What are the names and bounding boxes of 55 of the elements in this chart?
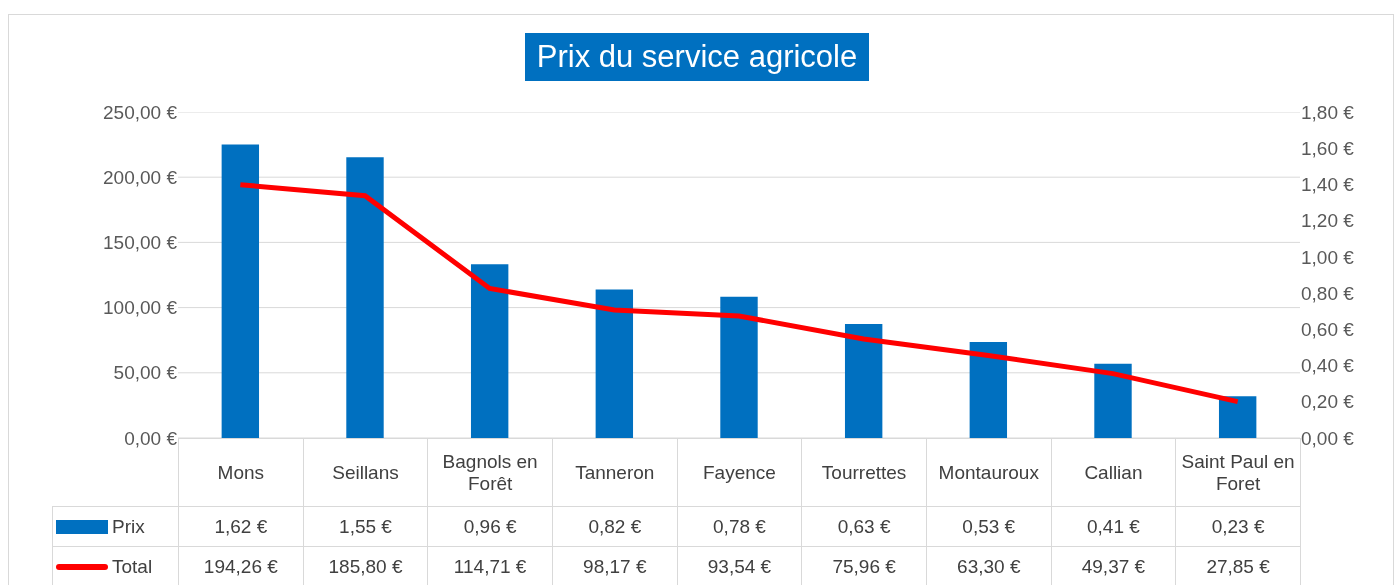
data-label: 1,55 € <box>303 506 428 547</box>
data-label: 0,41 € <box>1051 506 1176 547</box>
y2-tick-label: 0,20 € <box>1301 391 1355 413</box>
data-label: 0,96 € <box>427 506 553 547</box>
data-label: 185,80 € <box>303 546 428 585</box>
data-label: 1,62 € <box>178 506 304 547</box>
data-label: 93,54 € <box>677 546 802 585</box>
data-label: 0,23 € <box>1175 506 1301 547</box>
data-label: 27,85 € <box>1175 546 1301 585</box>
x-tick-label: Montauroux <box>926 438 1052 507</box>
x-tick-label: Fayence <box>677 438 802 507</box>
data-label: 0,63 € <box>801 506 927 547</box>
bar <box>969 342 1008 438</box>
data-label: 63,30 € <box>926 546 1052 585</box>
y2-tick-label: 1,00 € <box>1301 246 1355 268</box>
legend-label: Total <box>52 546 179 585</box>
data-label: 0,78 € <box>677 506 802 547</box>
x-tick-label: Mons <box>178 438 304 507</box>
y2-tick-label: 1,60 € <box>1301 137 1355 159</box>
chart-title: Prix du service agricole <box>524 33 870 81</box>
data-label: 0,53 € <box>926 506 1052 547</box>
x-tick-label: Saint Paul en Foret <box>1175 438 1301 507</box>
data-label: 49,37 € <box>1051 546 1176 585</box>
data-label: 75,96 € <box>801 546 927 585</box>
y2-tick-label: 0,00 € <box>1301 427 1355 449</box>
data-label: 98,17 € <box>552 546 678 585</box>
y-tick-label: 200,00 € <box>103 166 178 188</box>
y2-tick-label: 0,60 € <box>1301 318 1355 340</box>
y-tick-label: 100,00 € <box>103 297 178 319</box>
y2-tick-label: 0,80 € <box>1301 282 1355 304</box>
y-tick-label: 150,00 € <box>103 232 178 254</box>
y2-tick-label: 0,40 € <box>1301 355 1355 377</box>
bar <box>595 289 634 438</box>
bar <box>1094 363 1132 438</box>
data-label: 194,26 € <box>178 546 304 585</box>
bar <box>346 157 384 438</box>
y2-tick-label: 1,80 € <box>1301 101 1355 123</box>
y2-tick-label: 1,40 € <box>1301 174 1355 196</box>
x-tick-label: Seillans <box>303 438 428 507</box>
y-tick-label: 0,00 € <box>124 427 178 449</box>
bar <box>221 144 260 438</box>
bar <box>1218 396 1257 438</box>
bar <box>720 296 758 438</box>
y2-tick-label: 1,20 € <box>1301 210 1355 232</box>
x-tick-label: Bagnols en Forêt <box>427 438 553 507</box>
y-tick-label: 250,00 € <box>103 101 178 123</box>
x-tick-label: Tanneron <box>552 438 678 507</box>
legend-label: Prix <box>52 506 179 547</box>
x-tick-label: Callian <box>1051 438 1176 507</box>
data-label: 0,82 € <box>552 506 678 547</box>
y-tick-label: 50,00 € <box>113 362 178 384</box>
data-label: 114,71 € <box>427 546 553 585</box>
x-tick-label: Tourrettes <box>801 438 927 507</box>
bar <box>470 264 509 438</box>
bar <box>844 323 883 438</box>
